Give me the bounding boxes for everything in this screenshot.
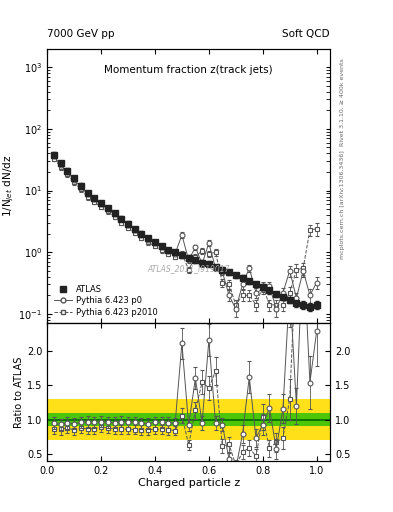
X-axis label: Charged particle z: Charged particle z [138, 478, 240, 488]
Legend: ATLAS, Pythia 6.423 p0, Pythia 6.423 p2010: ATLAS, Pythia 6.423 p0, Pythia 6.423 p20… [51, 282, 161, 319]
Text: Soft QCD: Soft QCD [283, 29, 330, 39]
Y-axis label: 1/N$_{jet}$ dN/dz: 1/N$_{jet}$ dN/dz [1, 155, 16, 217]
Text: Rivet 3.1.10, ≥ 400k events: Rivet 3.1.10, ≥ 400k events [340, 58, 345, 146]
Text: 7000 GeV pp: 7000 GeV pp [47, 29, 115, 39]
Text: mcplots.cern.ch [arXiv:1306.3436]: mcplots.cern.ch [arXiv:1306.3436] [340, 151, 345, 259]
Text: ATLAS_2011_I919017: ATLAS_2011_I919017 [147, 264, 230, 273]
Y-axis label: Ratio to ATLAS: Ratio to ATLAS [14, 356, 24, 428]
Text: Momentum fraction z(track jets): Momentum fraction z(track jets) [104, 65, 273, 75]
